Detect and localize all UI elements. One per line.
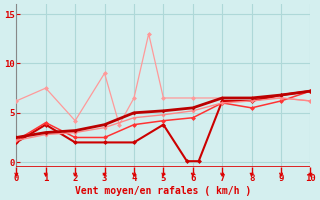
X-axis label: Vent moyen/en rafales ( km/h ): Vent moyen/en rafales ( km/h ) [75,186,252,196]
